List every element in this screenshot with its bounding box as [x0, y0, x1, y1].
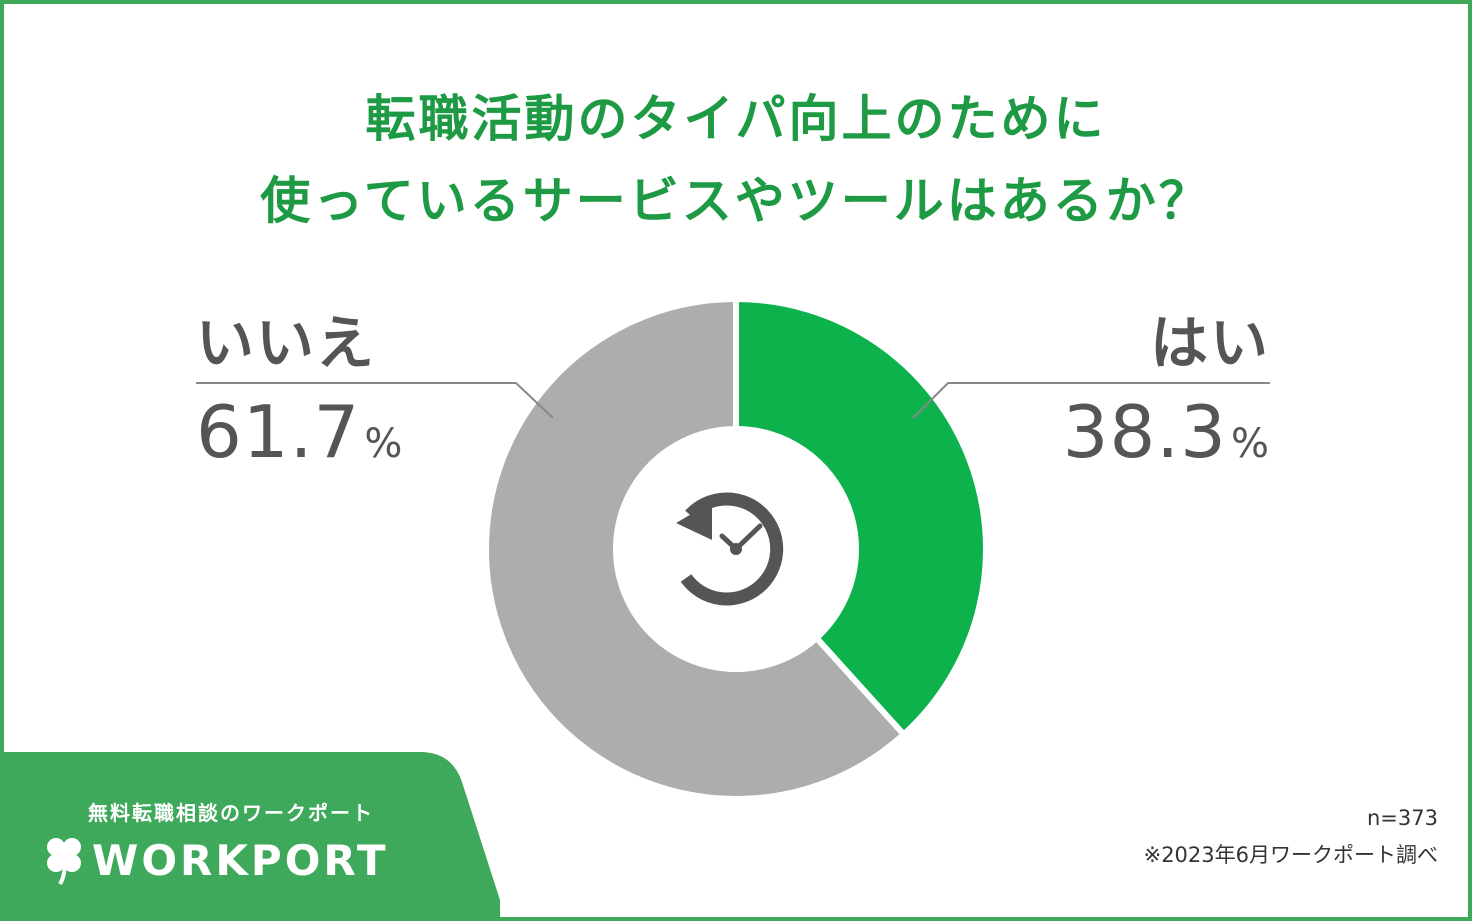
brand-tab [4, 752, 500, 917]
slice-value-yes: 38.3% [1063, 396, 1270, 468]
clover-icon [47, 838, 81, 886]
slice-value-yes-number: 38.3 [1062, 390, 1227, 474]
slice-value-no-unit: % [364, 421, 404, 467]
brand-logo-text: WORKPORT [92, 836, 389, 885]
slice-value-yes-unit: % [1230, 421, 1270, 467]
slice-label-yes: はい [1149, 309, 1270, 377]
sample-size: n=373 [1367, 806, 1438, 830]
slice-value-no: 61.7% [196, 396, 403, 468]
donut-slice-no [483, 295, 908, 802]
chart-title-line1: 転職活動のタイパ向上のために [365, 90, 1107, 148]
chart-title-line2: 使っているサービスやツールはあるか？ [260, 172, 1212, 230]
leader-line-yes [912, 382, 1270, 419]
leader-line-no [196, 382, 554, 419]
brand-subtitle: 無料転職相談のワークポート [88, 801, 374, 825]
source-note: ※2023年6月ワークポート調べ [1143, 843, 1438, 867]
clock-refresh-icon [676, 492, 784, 606]
slice-label-no: いいえ [196, 309, 377, 377]
slice-value-no-number: 61.7 [196, 390, 361, 474]
